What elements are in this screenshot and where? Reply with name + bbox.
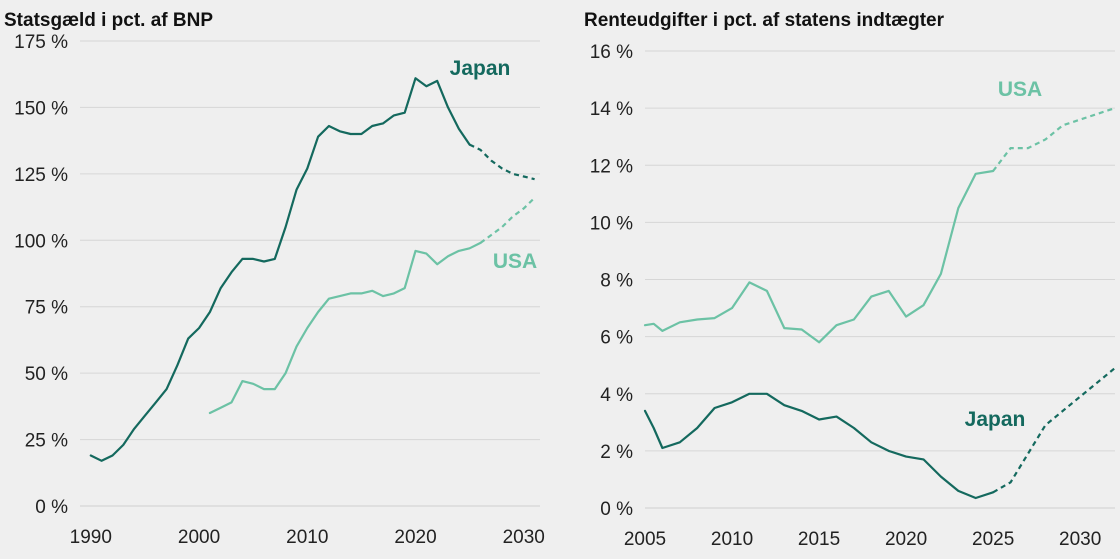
y-tick-label: 125 % [14,165,68,186]
x-tick-label: 2010 [286,527,328,548]
series-label-usa: USA [493,250,537,273]
y-tick-label: 0 % [600,499,633,520]
chart-interest-to-revenue: 0 % 2 % 4 % 6 % 8 % 10 % 12 % 14 % 16 % 2005 2010 2… [590,42,1116,550]
y-tick-label: 4 % [600,385,633,406]
y-tick-label: 25 % [25,431,68,452]
chart-title-debt: Statsgæld i pct. af BNP [4,10,213,31]
y-tick-label: 12 % [590,156,633,177]
x-tick-label: 2030 [1059,529,1101,550]
series-label-japan: Japan [965,408,1026,431]
series-projection-japan [469,143,535,181]
series-line-usa [643,169,995,344]
y-tick-label: 0 % [35,497,68,518]
y-tick-label: 14 % [590,99,633,120]
x-tick-label: 2025 [972,529,1014,550]
y-tick-label: 150 % [14,98,68,119]
y-tick-label: 100 % [14,231,68,252]
y-tick-label: 16 % [590,42,633,63]
y-tick-label: 175 % [14,32,68,53]
series-line-japan [89,77,471,462]
x-tick-label: 2015 [798,529,840,550]
y-tick-label: 75 % [25,298,68,319]
x-tick-label: 2020 [394,527,436,548]
y-tick-label: 6 % [600,328,633,349]
series-projection-usa [992,107,1116,172]
series-line-japan [643,392,995,500]
series-label-japan: Japan [450,57,511,80]
y-tick-label: 2 % [600,442,633,463]
x-tick-label: 2020 [885,529,927,550]
x-tick-label: 2030 [503,527,545,548]
series-line-usa [208,241,482,415]
y-tick-label: 50 % [25,364,68,385]
x-tick-label: 1990 [70,527,112,548]
x-tick-label: 2000 [178,527,220,548]
series-label-usa: USA [998,78,1042,101]
series-projection-usa [479,197,536,244]
chart-title-interest: Renteudgifter i pct. af statens indtægte… [584,10,945,31]
chart-debt-to-gdp: 0 % 25 % 50 % 75 % 100 % 125 % 150 % 175 % 1990 2… [14,32,545,548]
x-tick-label: 2010 [711,529,753,550]
x-tick-label: 2005 [624,529,666,550]
y-tick-label: 8 % [600,271,633,292]
y-tick-label: 10 % [590,213,633,234]
